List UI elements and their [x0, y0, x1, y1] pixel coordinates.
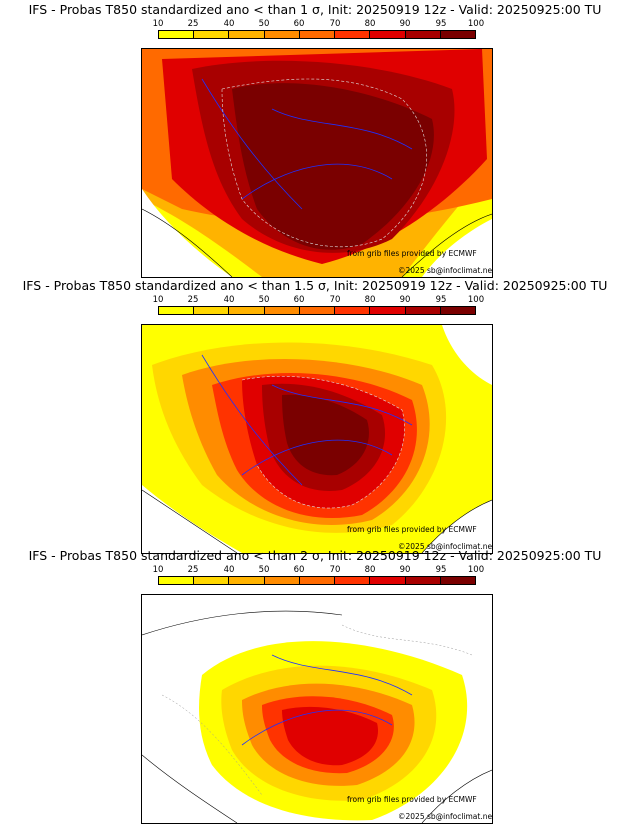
colorbar-swatches: [158, 30, 476, 39]
colorbar-swatch: [299, 307, 336, 314]
colorbar-label: 90: [399, 19, 411, 29]
probability-map: from grib files provided by ECMWF ©2025 …: [141, 594, 493, 824]
colorbar-label: 95: [435, 295, 447, 305]
copyright-text: ©2025 sb@infoclimat.net: [398, 266, 493, 275]
colorbar-swatch: [299, 577, 336, 584]
copyright-text: ©2025 sb@infoclimat.net: [398, 542, 493, 551]
coastline: [142, 489, 492, 553]
colorbar-swatch: [299, 31, 336, 38]
colorbar-swatches: [158, 576, 476, 585]
probability-field: [142, 49, 492, 277]
copyright-text: ©2025 sb@infoclimat.net: [398, 812, 493, 821]
colorbar-swatch: [335, 31, 371, 38]
map-panel-2: IFS - Probas T850 standardized ano < tha…: [0, 276, 630, 554]
map-panel-3: IFS - Probas T850 standardized ano < tha…: [0, 546, 630, 824]
field-core: [232, 83, 434, 250]
colorbar-swatch: [194, 31, 230, 38]
colorbar-swatch: [229, 31, 265, 38]
colorbar-label: 25: [187, 19, 199, 29]
colorbar-label: 40: [223, 295, 235, 305]
colorbar: 10 25 40 50 60 70 80 90 95 100: [153, 295, 484, 319]
colorbar-label: 50: [258, 295, 270, 305]
colorbar-swatch: [405, 577, 441, 584]
map-panel-1: IFS - Probas T850 standardized ano < tha…: [0, 0, 630, 278]
colorbar-label: 50: [258, 565, 270, 575]
colorbar-swatch: [440, 307, 475, 314]
ocean-area: [142, 189, 232, 277]
ocean-area: [142, 485, 242, 553]
colorbar-label: 80: [364, 565, 376, 575]
colorbar-label: 80: [364, 19, 376, 29]
colorbar-label: 10: [152, 19, 164, 29]
field-core: [282, 394, 369, 476]
colorbar-label: 100: [467, 565, 485, 575]
colorbar-swatch: [159, 31, 195, 38]
colorbar-label: 60: [293, 565, 305, 575]
colorbar-label: 80: [364, 295, 376, 305]
colorbar-label: 10: [152, 295, 164, 305]
colorbar-swatch: [405, 31, 441, 38]
river-lines: [201, 354, 413, 486]
colorbar-label: 40: [223, 19, 235, 29]
region-borders: [161, 624, 473, 796]
colorbar-label: 10: [152, 565, 164, 575]
colorbar-swatch: [405, 307, 441, 314]
colorbar: 10 25 40 50 60 70 80 90 95 100: [153, 565, 484, 589]
colorbar-label: 50: [258, 19, 270, 29]
colorbar-label: 95: [435, 19, 447, 29]
river-lines: [241, 654, 413, 746]
colorbar-label: 25: [187, 565, 199, 575]
north-area: [442, 325, 492, 385]
panel-title: IFS - Probas T850 standardized ano < tha…: [22, 278, 608, 293]
colorbar-swatch: [440, 577, 475, 584]
colorbar-label: 70: [329, 19, 341, 29]
colorbar-swatch: [370, 31, 406, 38]
colorbar-swatch: [229, 307, 265, 314]
coastline: [142, 208, 492, 277]
probability-map: from grib files provided by ECMWF ©2025 …: [141, 324, 493, 554]
region-borders: [241, 376, 405, 509]
credit-text: from grib files provided by ECMWF: [347, 795, 477, 804]
colorbar-swatches: [158, 306, 476, 315]
sea-area: [422, 219, 492, 277]
sea-area: [422, 500, 492, 553]
colorbar-swatch: [194, 307, 230, 314]
colorbar-label: 90: [399, 565, 411, 575]
colorbar-swatch: [335, 577, 371, 584]
colorbar-swatch: [229, 577, 265, 584]
colorbar-label: 70: [329, 295, 341, 305]
colorbar-swatch: [370, 577, 406, 584]
colorbar-label: 100: [467, 295, 485, 305]
colorbar-swatch: [264, 307, 300, 314]
coastline: [142, 610, 492, 823]
colorbar-swatch: [440, 31, 475, 38]
colorbar-swatch: [264, 577, 300, 584]
colorbar-swatch: [370, 307, 406, 314]
colorbar-swatch: [335, 307, 371, 314]
colorbar-swatch: [264, 31, 300, 38]
colorbar-swatch: [159, 577, 195, 584]
colorbar: 10 25 40 50 60 70 80 90 95 100: [153, 19, 484, 43]
credit-text: from grib files provided by ECMWF: [347, 525, 477, 534]
colorbar-label: 70: [329, 565, 341, 575]
colorbar-label: 25: [187, 295, 199, 305]
colorbar-label: 90: [399, 295, 411, 305]
colorbar-label: 60: [293, 295, 305, 305]
field-core: [282, 706, 379, 766]
panel-title: IFS - Probas T850 standardized ano < tha…: [28, 548, 602, 563]
probability-field: [142, 325, 492, 553]
region-borders: [221, 78, 427, 248]
colorbar-swatch: [194, 577, 230, 584]
colorbar-label: 60: [293, 19, 305, 29]
river-lines: [201, 78, 413, 210]
colorbar-label: 40: [223, 565, 235, 575]
colorbar-label: 100: [467, 19, 485, 29]
colorbar-label: 95: [435, 565, 447, 575]
colorbar-swatch: [159, 307, 195, 314]
credit-text: from grib files provided by ECMWF: [347, 249, 477, 258]
panel-title: IFS - Probas T850 standardized ano < tha…: [28, 2, 602, 17]
probability-map: from grib files provided by ECMWF ©2025 …: [141, 48, 493, 278]
probability-field: [142, 595, 492, 823]
